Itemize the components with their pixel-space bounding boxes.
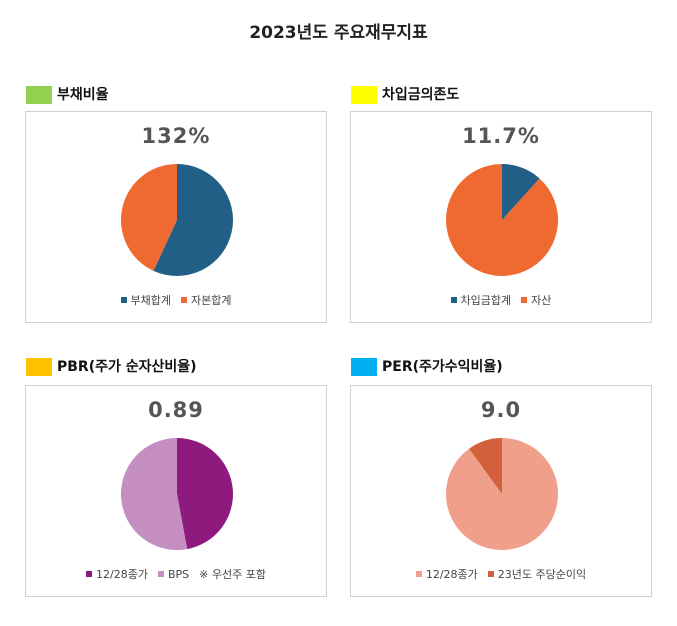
pie-slice-1 <box>153 164 234 276</box>
pie-slice-1 <box>177 438 233 550</box>
title-swatch <box>26 86 52 104</box>
chart-panel-per: 9.0 12/28종가 23년도 주당순이익 <box>350 385 652 597</box>
legend-label: 12/28종가 <box>96 568 148 581</box>
legend-swatch <box>450 297 457 303</box>
pie-chart <box>120 438 233 550</box>
section-header-per: PER(주가수익비율) <box>351 358 651 378</box>
legend-note: ※ 우선주 포함 <box>199 568 266 581</box>
legend-swatch <box>157 571 164 577</box>
legend-swatch <box>120 297 127 303</box>
legend-label: 12/28종가 <box>425 568 478 581</box>
legend-label: 23년도 주당순이익 <box>497 568 587 581</box>
chart-panel-borrowing-dependency: 11.7% 차입금합계 자산 <box>350 111 652 323</box>
section-title: 차입금의존도 <box>382 87 460 103</box>
pie-slice-2 <box>446 164 559 276</box>
chart-legend: 12/28종가 23년도 주당순이익 <box>351 566 651 582</box>
chart-panel-pbr: 0.89 12/28종가 BPS ※ 우선주 포함 <box>25 385 327 597</box>
section-title: 부채비율 <box>57 87 109 103</box>
legend-label: 부채합계 <box>130 294 171 307</box>
section-header-pbr: PBR(주가 순자산비율) <box>26 358 326 378</box>
section-header-borrowing-dependency: 차입금의존도 <box>351 86 651 106</box>
legend-label: 차입금합계 <box>460 294 512 307</box>
legend-label: BPS <box>167 567 190 581</box>
pie-chart <box>446 164 559 276</box>
legend-label: 자본합계 <box>191 294 232 307</box>
headline-value: 11.7% <box>462 124 540 148</box>
section-title: PER(주가수익비율) <box>382 359 503 375</box>
chart-legend: 부채합계 자본합계 <box>26 292 326 308</box>
section-title: PBR(주가 순자산비율) <box>57 359 197 375</box>
title-swatch <box>351 86 377 104</box>
title-swatch <box>26 358 52 376</box>
pie-slice-2 <box>120 438 188 550</box>
pie-chart <box>121 164 234 276</box>
legend-swatch <box>86 571 93 577</box>
legend-item-1: 차입금합계 <box>450 292 512 308</box>
page-title: 2023년도 주요재무지표 <box>249 23 428 43</box>
section-header-debt-ratio: 부채비율 <box>26 86 326 106</box>
legend-swatch <box>521 297 528 303</box>
pie-slice-1 <box>502 164 540 220</box>
chart-panel-debt-ratio: 132% 부채합계 자본합계 <box>25 111 327 323</box>
legend-item-2: 자산 <box>521 292 551 308</box>
legend-item-2: BPS <box>157 567 190 581</box>
legend-item-2: 자본합계 <box>181 292 231 308</box>
legend-item-1: 12/28종가 <box>415 566 478 582</box>
legend-swatch <box>181 297 187 303</box>
legend-label: 자산 <box>531 294 552 307</box>
chart-legend: 차입금합계 자산 <box>351 292 651 308</box>
headline-value: 0.89 <box>148 398 204 422</box>
headline-value: 132% <box>141 124 211 148</box>
title-swatch <box>351 358 377 376</box>
headline-value: 9.0 <box>480 398 522 422</box>
legend-item-2: 23년도 주당순이익 <box>487 566 587 582</box>
pie-slice-1 <box>446 438 559 550</box>
pie-chart <box>446 438 559 550</box>
legend-swatch <box>415 571 422 577</box>
chart-legend: 12/28종가 BPS ※ 우선주 포함 <box>26 566 326 582</box>
legend-swatch <box>487 571 494 577</box>
pie-slice-2 <box>469 438 502 494</box>
pie-slice-2 <box>121 164 177 271</box>
legend-item-1: 부채합계 <box>120 292 171 308</box>
legend-item-1: 12/28종가 <box>86 566 148 582</box>
